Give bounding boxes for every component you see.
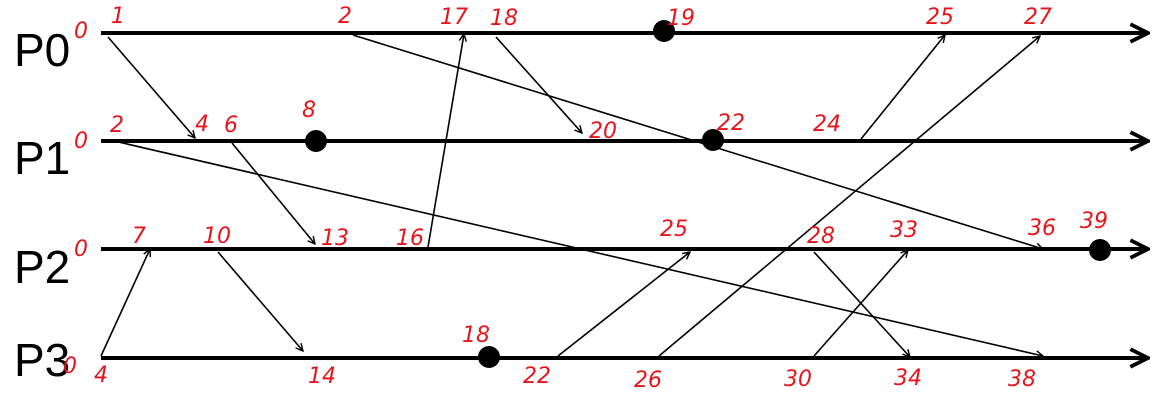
message-arrow [427, 34, 464, 248]
message-arrow [495, 36, 582, 133]
timestamp-p2: 33 [890, 218, 918, 243]
timestamp-p2: 25 [660, 217, 688, 242]
process-label-p0: P0 [14, 24, 70, 76]
timestamp-p1: 2 [110, 113, 124, 138]
origin-zero-p2: 0 [74, 237, 88, 262]
timestamp-p3: 26 [634, 368, 662, 393]
message-arrow [557, 252, 690, 357]
message-arrow [813, 250, 908, 357]
timestamp-p0: 18 [490, 6, 518, 31]
timestamp-p0: 19 [667, 6, 695, 31]
message-arrow [231, 142, 315, 244]
timestamp-p2: 10 [203, 224, 231, 249]
origin-zero-p3: 0 [63, 354, 77, 379]
timestamp-p0: 27 [1024, 5, 1052, 30]
message-arrow [860, 35, 945, 140]
event-dot [702, 129, 724, 151]
timestamp-p3: 34 [894, 366, 922, 391]
timestamp-p2: 36 [1028, 216, 1056, 241]
event-dot [1089, 239, 1111, 261]
timestamp-p2: 13 [321, 226, 349, 251]
timestamp-p3: 18 [462, 323, 490, 348]
timestamp-p0: 1 [111, 4, 125, 29]
event-dot [305, 130, 327, 152]
message-arrow [352, 34, 1043, 249]
timestamp-p3: 38 [1008, 367, 1036, 392]
message-arrow [113, 140, 1043, 356]
timestamp-p0: 25 [926, 5, 954, 30]
timestamp-p0: 2 [338, 4, 352, 29]
process-label-p2: P2 [14, 241, 70, 293]
event-dot [478, 346, 500, 368]
timestamp-p2: 39 [1080, 209, 1108, 234]
timestamp-p3: 14 [308, 364, 336, 389]
message-arrow [100, 249, 150, 357]
timestamp-p1: 22 [717, 111, 745, 136]
timestamp-p3: 4 [94, 363, 108, 388]
timestamp-p2: 28 [807, 224, 835, 249]
message-arrow [107, 36, 195, 138]
timestamp-p1: 4 [195, 112, 209, 137]
origin-zero-p0: 0 [74, 19, 88, 44]
process-label-p1: P1 [14, 132, 70, 184]
timestamp-p1: 6 [224, 113, 238, 138]
message-arrow [658, 36, 1040, 357]
timestamp-p1: 8 [302, 98, 316, 123]
process-label-p3: P3 [14, 334, 70, 386]
origin-zero-p1: 0 [74, 129, 88, 154]
timestamp-p3: 30 [784, 367, 812, 392]
timestamp-p0: 17 [440, 5, 468, 30]
message-arrow [813, 251, 910, 357]
timestamp-p1: 20 [589, 119, 617, 144]
timestamp-p3: 22 [523, 364, 551, 389]
event-dot [653, 20, 675, 42]
timestamp-p2: 16 [396, 226, 424, 251]
message-arrow [217, 251, 303, 351]
timestamp-p1: 24 [813, 112, 841, 137]
timestamp-p2: 7 [132, 224, 146, 249]
